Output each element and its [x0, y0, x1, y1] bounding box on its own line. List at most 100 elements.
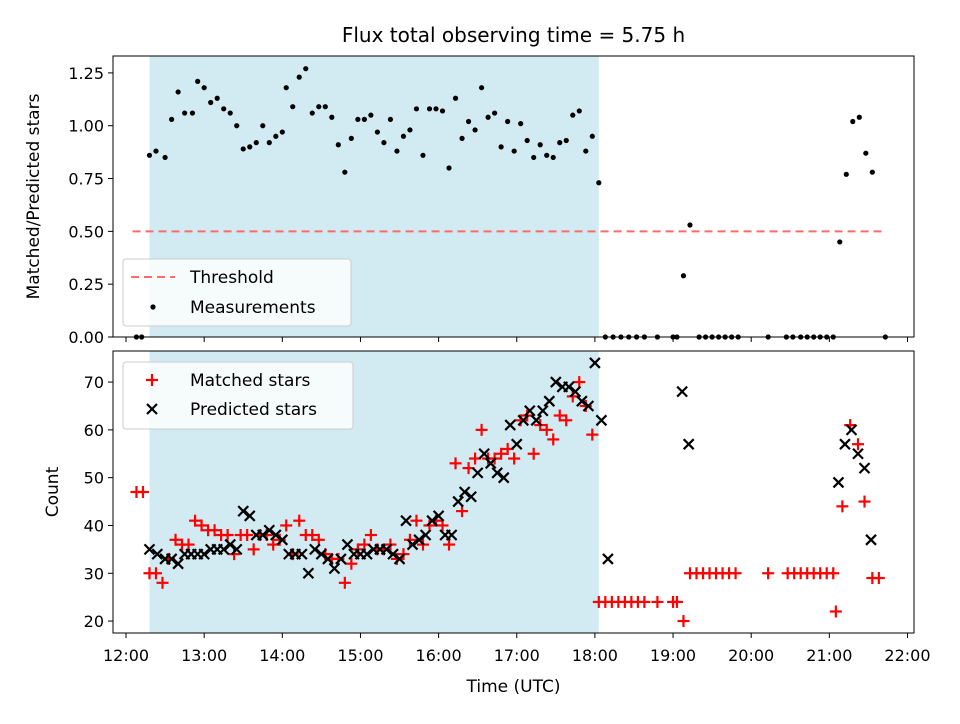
matched-star-point: [829, 605, 842, 618]
measurement-point: [850, 118, 856, 125]
measurement-point: [361, 116, 367, 122]
predicted-star-point: [361, 548, 373, 560]
measurement-point: [348, 135, 354, 141]
predicted-star-point: [413, 534, 425, 546]
measurement-point: [342, 169, 348, 175]
measurement-point: [316, 104, 322, 110]
measurement-point: [420, 152, 426, 158]
top-legend: Threshold Measurements: [122, 258, 352, 327]
predicted-star-point: [865, 534, 877, 546]
matched-star-point: [149, 567, 162, 580]
matched-star-point: [136, 486, 149, 498]
measurement-point: [387, 116, 394, 122]
predicted-star-point: [322, 553, 334, 565]
measurement-point: [505, 118, 511, 125]
predicted-star-point: [315, 548, 328, 560]
matched-star-point: [306, 529, 319, 542]
predicted-star-point: [445, 529, 458, 541]
bottom-ytick-label: 70: [84, 373, 104, 392]
matched-star-point: [345, 557, 358, 570]
predicted-star-point: [263, 524, 276, 537]
predicted-star-point: [504, 419, 517, 431]
measurement-point: [394, 148, 400, 154]
measurement-point: [283, 85, 289, 91]
matched-star-point: [586, 428, 599, 441]
predicted-star-point: [589, 357, 601, 369]
top-ytick-label: 1.00: [68, 117, 104, 136]
measurement-point: [195, 78, 201, 84]
measurement-point: [214, 95, 220, 101]
top-ytick-label: 0.50: [68, 222, 104, 241]
measurement-point: [557, 140, 563, 146]
measurement-point: [201, 85, 207, 91]
predicted-star-point: [237, 505, 250, 517]
matched-star-point: [449, 457, 462, 470]
predicted-star-point: [517, 414, 530, 427]
measurement-point: [544, 152, 550, 158]
top-ytick-label: 0.75: [68, 170, 104, 189]
predicted-star-point: [497, 471, 510, 484]
top-ytick-label: 0.25: [68, 275, 104, 294]
measurement-point: [296, 74, 302, 80]
predicted-star-point: [569, 385, 582, 398]
bottom-plot-frame: [112, 350, 915, 634]
measurement-point: [570, 112, 576, 118]
predicted-star-point: [458, 486, 471, 498]
matched-star-point: [208, 524, 221, 537]
xtick-label: 15:00: [337, 646, 383, 665]
predicted-star-point: [839, 438, 851, 450]
matched-star-point: [195, 519, 208, 532]
measurement-point: [446, 165, 452, 171]
measurement-point: [837, 239, 843, 245]
bottom-legend-box: [122, 361, 354, 430]
matched-star-point: [182, 538, 195, 551]
measurement-point: [531, 154, 537, 161]
measurement-point: [253, 140, 259, 146]
predicted-star-point: [406, 538, 419, 551]
measurement-point: [498, 144, 504, 150]
bottom-ytick-label: 20: [84, 612, 104, 631]
predicted-star-point: [296, 548, 308, 560]
bottom-ytick-label: 30: [84, 564, 104, 583]
predicted-star-point: [243, 510, 256, 522]
predicted-star-point: [309, 543, 321, 556]
matched-star-point: [836, 500, 849, 513]
measurement-point: [208, 99, 214, 106]
measurement-point: [472, 127, 478, 133]
measurement-point: [511, 148, 517, 154]
bottom-panel: 20 30 40 50 60 70 12:00 13:00 14:00 15:00 16:00 17…: [43, 350, 931, 697]
xtick-label: 18:00: [572, 646, 618, 665]
predicted-star-point: [400, 514, 412, 527]
measurement-point: [227, 110, 233, 116]
measurement-point: [221, 106, 227, 112]
measurement-point: [146, 152, 153, 158]
matched-star-point: [475, 423, 488, 436]
measurement-point: [478, 85, 485, 91]
predicted-star-point: [335, 553, 347, 565]
measurements-legend-label: Measurements: [190, 298, 316, 318]
measurement-point: [266, 140, 272, 146]
measurement-point: [596, 180, 602, 186]
measurement-point: [273, 133, 279, 139]
measurement-point: [589, 133, 595, 139]
bottom-y-axis-label: Count: [43, 466, 63, 517]
matched-star-point: [169, 533, 182, 546]
matched-star-point: [560, 414, 573, 427]
measurement-point: [687, 222, 693, 228]
matched-star-point: [547, 433, 560, 446]
x-axis-label: Time (UTC): [466, 677, 561, 697]
measurement-point: [153, 148, 159, 154]
measurement-point: [175, 89, 181, 95]
predicted-star-point: [257, 529, 269, 541]
measurement-point: [240, 146, 246, 152]
predicted-star-point: [276, 534, 289, 546]
predicted-star-point: [302, 567, 315, 580]
matched-star-point: [338, 576, 351, 589]
measurement-point: [279, 129, 285, 135]
measurement-point: [439, 108, 446, 114]
predicted-star-point: [582, 400, 595, 412]
matched-star-point: [247, 543, 260, 556]
predicted-star-point: [380, 543, 393, 556]
bottom-ytick-label: 50: [84, 469, 104, 488]
predicted-star-point: [387, 548, 399, 560]
